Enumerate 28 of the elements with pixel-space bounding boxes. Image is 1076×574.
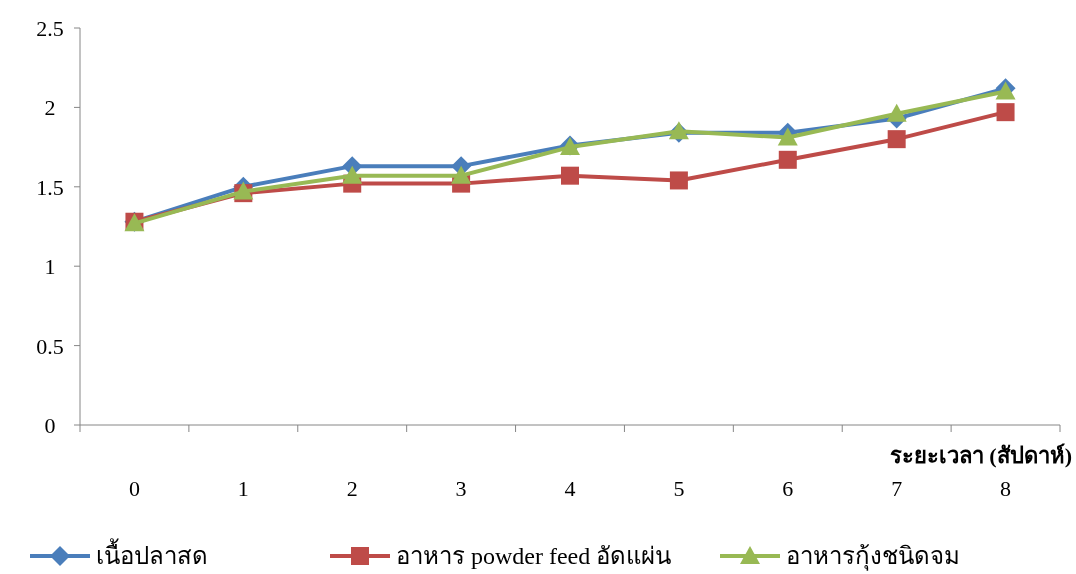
y-tick-label: 2	[44, 95, 56, 121]
x-tick-label: 3	[455, 476, 467, 501]
legend-label: เนื้อปลาสด	[96, 538, 208, 569]
x-tick-label: 2	[346, 476, 358, 501]
point	[887, 130, 906, 149]
y-tick-label: 0.5	[36, 333, 64, 359]
legend-label: อาหาร powder feed อัดแผ่น	[396, 543, 672, 569]
point	[886, 103, 907, 122]
point	[996, 103, 1015, 122]
legend-label: อาหารกุ้งชนิดจม	[786, 543, 960, 571]
x-tick-label: 6	[782, 476, 794, 501]
x-axis-title: ระยะเวลา (สัปดาห์)	[889, 443, 1072, 468]
point	[778, 150, 797, 169]
point	[451, 165, 472, 184]
x-tick-label: 1	[237, 476, 249, 501]
point	[669, 171, 688, 190]
y-tick-label: 1.5	[36, 174, 64, 200]
x-tick-label: 0	[128, 476, 140, 501]
point	[777, 127, 798, 146]
x-tick-label: 8	[1000, 476, 1012, 501]
x-tick-label: 5	[673, 476, 685, 501]
y-tick-label: 2.5	[36, 16, 64, 41]
y-tick-label: 1	[44, 254, 56, 280]
x-tick-label: 4	[564, 476, 576, 501]
point	[561, 166, 579, 185]
point	[342, 165, 363, 184]
x-tick-label: 7	[891, 476, 903, 501]
y-tick-label: 0	[44, 413, 56, 438]
